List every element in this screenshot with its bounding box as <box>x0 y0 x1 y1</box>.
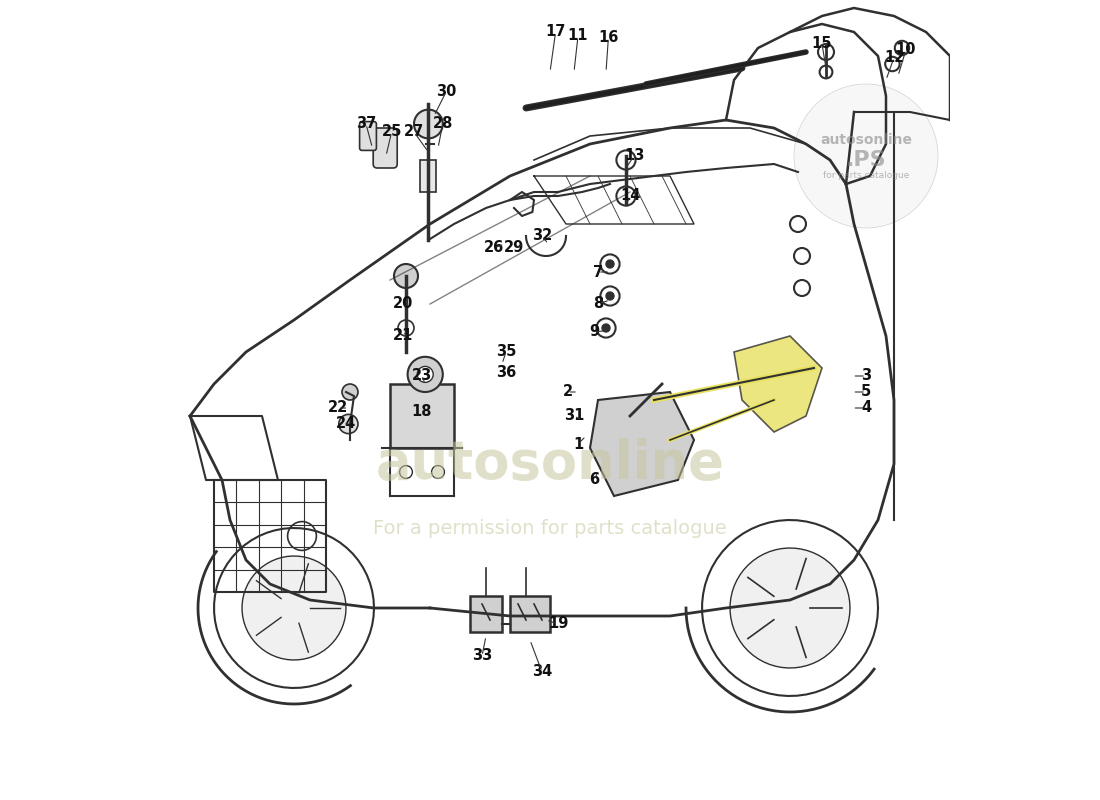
Circle shape <box>596 318 616 338</box>
Circle shape <box>399 466 412 478</box>
Circle shape <box>601 286 619 306</box>
Circle shape <box>339 414 358 434</box>
Text: 31: 31 <box>564 409 584 423</box>
Text: 25: 25 <box>382 125 402 139</box>
Text: 24: 24 <box>336 417 356 431</box>
Circle shape <box>408 357 443 392</box>
Polygon shape <box>510 596 550 632</box>
Text: 3: 3 <box>861 369 871 383</box>
Circle shape <box>616 186 636 206</box>
Text: 35: 35 <box>496 345 516 359</box>
Text: 12: 12 <box>883 50 904 65</box>
Text: For a permission for parts catalogue: For a permission for parts catalogue <box>373 518 727 538</box>
Text: 17: 17 <box>546 25 565 39</box>
Text: 2: 2 <box>562 385 573 399</box>
Text: 32: 32 <box>532 229 552 243</box>
Text: autosonline: autosonline <box>375 438 725 490</box>
Circle shape <box>417 366 433 382</box>
Circle shape <box>602 324 610 332</box>
Text: 8: 8 <box>593 297 603 311</box>
Polygon shape <box>470 596 502 632</box>
Text: 30: 30 <box>436 85 456 99</box>
Text: 18: 18 <box>411 405 432 419</box>
Circle shape <box>414 110 443 138</box>
Text: 10: 10 <box>895 42 916 57</box>
Circle shape <box>616 150 636 170</box>
Circle shape <box>606 260 614 268</box>
Circle shape <box>886 57 900 71</box>
Text: 27: 27 <box>404 125 425 139</box>
Text: 9: 9 <box>588 325 600 339</box>
Text: 34: 34 <box>532 665 552 679</box>
Text: 29: 29 <box>504 241 524 255</box>
Polygon shape <box>420 160 437 192</box>
Circle shape <box>606 292 614 300</box>
Text: 21: 21 <box>393 329 412 343</box>
Polygon shape <box>730 548 850 668</box>
Circle shape <box>820 66 833 78</box>
Text: 11: 11 <box>568 29 588 43</box>
Text: autosonline: autosonline <box>820 133 912 147</box>
Text: 14: 14 <box>620 189 641 203</box>
Circle shape <box>431 466 444 478</box>
Text: 5: 5 <box>861 385 871 399</box>
Text: 37: 37 <box>356 117 376 131</box>
Text: 20: 20 <box>393 297 412 311</box>
Text: 23: 23 <box>411 369 432 383</box>
Text: 22: 22 <box>328 401 348 415</box>
Text: 36: 36 <box>496 365 516 379</box>
Polygon shape <box>590 392 694 496</box>
Circle shape <box>398 320 414 336</box>
FancyBboxPatch shape <box>360 122 376 150</box>
Text: 1: 1 <box>573 437 583 451</box>
Polygon shape <box>390 384 454 448</box>
Text: 15: 15 <box>812 37 833 51</box>
Text: 33: 33 <box>472 649 492 663</box>
Text: 26: 26 <box>484 241 504 255</box>
Text: 28: 28 <box>432 117 453 131</box>
Circle shape <box>794 84 938 228</box>
Circle shape <box>790 216 806 232</box>
Circle shape <box>894 41 910 55</box>
Polygon shape <box>734 336 822 432</box>
Circle shape <box>794 280 810 296</box>
FancyBboxPatch shape <box>373 128 397 168</box>
Circle shape <box>394 264 418 288</box>
Circle shape <box>601 254 619 274</box>
Text: 16: 16 <box>598 30 618 45</box>
Text: .PS: .PS <box>846 150 887 170</box>
Polygon shape <box>242 556 346 660</box>
Text: 13: 13 <box>624 149 645 163</box>
Circle shape <box>818 44 834 60</box>
Text: for parts catalogue: for parts catalogue <box>823 171 910 181</box>
Circle shape <box>342 384 358 400</box>
Text: 6: 6 <box>588 473 600 487</box>
Text: 7: 7 <box>593 265 603 279</box>
Text: 19: 19 <box>548 617 569 631</box>
Circle shape <box>794 248 810 264</box>
Text: 4: 4 <box>861 401 871 415</box>
